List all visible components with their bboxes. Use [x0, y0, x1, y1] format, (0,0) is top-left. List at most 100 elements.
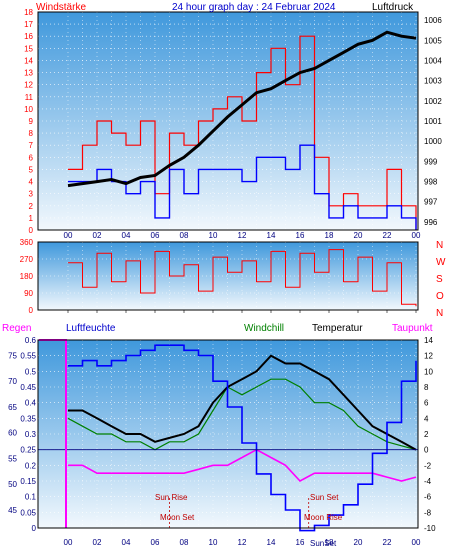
hour-tick-label: 12 [238, 538, 247, 547]
temperature-tick-label: 4 [424, 414, 429, 423]
compass-label: N [436, 308, 443, 319]
windchill-label: Windchill [244, 323, 284, 334]
humidity-tick-label: 60 [8, 429, 17, 438]
hour-tick-label: 18 [325, 538, 334, 547]
wind-tick-label: 13 [24, 69, 33, 78]
rain-tick-label: 0 [32, 524, 37, 533]
panel1-border [37, 11, 419, 231]
wind-tick-label: 16 [24, 32, 33, 41]
wind-tick-label: 7 [29, 141, 34, 150]
direction-tick-label: 90 [24, 289, 33, 298]
temperature-tick-label: -8 [424, 508, 432, 517]
compass-label: S [436, 274, 443, 285]
sun-set-label: Sun Set [310, 493, 339, 502]
chart-title: 24 hour graph day : 24 Februar 2024 [172, 2, 336, 13]
humidity-tick-label: 55 [8, 454, 17, 463]
temperature-label: Temperatur [312, 323, 363, 334]
wind-tick-label: 0 [29, 226, 34, 235]
rain-label: Regen [2, 323, 31, 334]
pressure-tick-label: 1004 [424, 56, 442, 65]
temperature-tick-label: 12 [424, 352, 433, 361]
rain-tick-label: 0.2 [25, 461, 37, 470]
pressure-line [67, 30, 417, 188]
wind-tick-label: 6 [29, 153, 34, 162]
rain-tick-label: 0.4 [25, 399, 37, 408]
pressure-tick-label: 996 [424, 218, 438, 227]
hour-tick-label: 12 [238, 231, 247, 240]
rain-tick-label: 0.5 [25, 367, 37, 376]
wind-tick-label: 5 [29, 165, 34, 174]
wind-tick-label: 10 [24, 105, 33, 114]
humidity-tick-label: 45 [8, 506, 17, 515]
panel3-border [37, 339, 419, 529]
humidity-tick-label: 70 [8, 377, 17, 386]
hour-tick-label: 06 [151, 538, 160, 547]
hour-tick-label: 18 [325, 231, 334, 240]
direction-tick-label: 180 [20, 272, 34, 281]
hour-tick-label: 20 [354, 231, 363, 240]
wind-tick-label: 11 [25, 93, 34, 102]
temperature-line [68, 354, 417, 451]
rain-tick-label: 0.1 [25, 493, 37, 502]
direction-tick-label: 270 [20, 255, 34, 264]
hour-tick-label: 10 [209, 231, 218, 240]
sun-set-axis-label: SunSet [310, 539, 337, 548]
wind-tick-label: 4 [29, 178, 34, 187]
temperature-tick-label: 8 [424, 383, 429, 392]
hour-tick-label: 08 [180, 538, 189, 547]
tick-labels: 0123456789101112131415161718996997998999… [8, 8, 446, 547]
rain-tick-label: 0.6 [25, 336, 37, 345]
pressure-tick-label: 1003 [424, 77, 442, 86]
humidity-tick-label: 50 [8, 480, 17, 489]
hour-tick-label: 14 [267, 538, 276, 547]
humidity-line [68, 344, 417, 532]
pressure-tick-label: 998 [424, 178, 438, 187]
wind-tick-label: 17 [24, 20, 33, 29]
hour-tick-label: 00 [412, 538, 421, 547]
temperature-tick-label: 10 [424, 367, 433, 376]
hour-tick-label: 04 [122, 231, 131, 240]
compass-label: N [436, 240, 443, 251]
moon-set-label: Moon Set [160, 513, 195, 522]
temperature-tick-label: -2 [424, 461, 432, 470]
hour-tick-label: 20 [354, 538, 363, 547]
pressure-tick-label: 1001 [424, 117, 442, 126]
rain-tick-label: 0.45 [20, 383, 36, 392]
wind-tick-label: 9 [29, 117, 34, 126]
compass-label: W [436, 257, 446, 268]
rain-tick-label: 0.35 [20, 414, 36, 423]
hour-tick-label: 16 [296, 231, 305, 240]
wind-strength-line [68, 35, 417, 230]
hour-tick-label: 14 [267, 231, 276, 240]
pressure-tick-label: 1005 [424, 36, 442, 45]
rain-tick-label: 0.3 [25, 430, 37, 439]
hour-tick-label: 00 [64, 538, 73, 547]
temperature-tick-label: 0 [424, 446, 429, 455]
moon-rise-label: Moon Rise [304, 513, 343, 522]
pressure-tick-label: 997 [424, 198, 438, 207]
pressure-tick-label: 999 [424, 157, 438, 166]
wind-tick-label: 18 [24, 8, 33, 17]
pressure-tick-label: 1006 [424, 16, 442, 25]
rain-tick-label: 0.25 [20, 446, 36, 455]
direction-tick-label: 0 [29, 306, 34, 315]
temperature-tick-label: 2 [424, 430, 429, 439]
hour-tick-label: 00 [64, 231, 73, 240]
temperature-tick-label: -10 [424, 524, 436, 533]
temperature-tick-label: -4 [424, 477, 432, 486]
wind-tick-label: 2 [29, 202, 34, 211]
hour-tick-label: 10 [209, 538, 218, 547]
hour-tick-label: 22 [383, 538, 392, 547]
rain-tick-label: 0.55 [20, 352, 36, 361]
hour-tick-label: 22 [383, 231, 392, 240]
wind-tick-label: 12 [24, 81, 33, 90]
panel2-border [37, 241, 419, 311]
beaufort-line [68, 144, 417, 230]
temperature-tick-label: -6 [424, 493, 432, 502]
wind-tick-label: 3 [29, 190, 34, 199]
sun-rise-label: Sun Rise [155, 493, 188, 502]
humidity-tick-label: 65 [8, 403, 17, 412]
wind-tick-label: 8 [29, 129, 34, 138]
hour-tick-label: 02 [93, 231, 102, 240]
rain-tick-label: 0.05 [20, 508, 36, 517]
